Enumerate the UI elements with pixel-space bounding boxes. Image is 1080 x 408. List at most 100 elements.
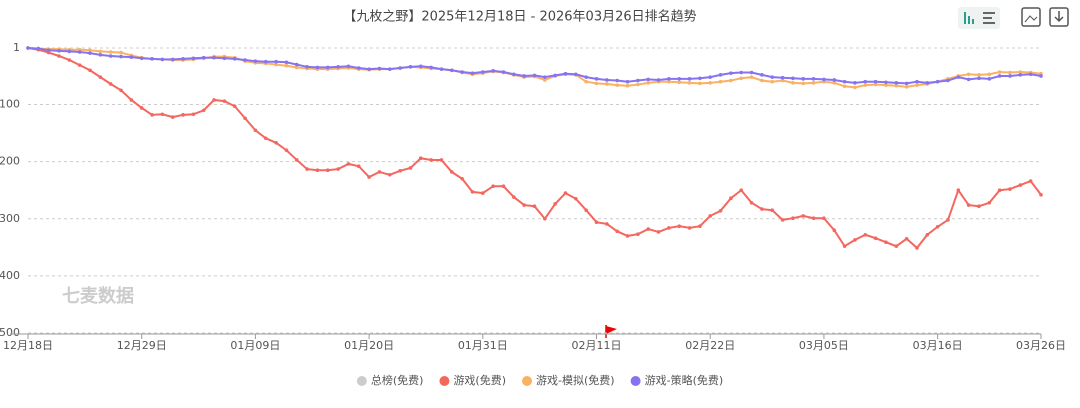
point	[181, 57, 185, 61]
point	[842, 244, 847, 248]
point	[418, 64, 423, 69]
point	[108, 82, 113, 86]
point	[274, 141, 278, 145]
point	[501, 70, 506, 74]
point	[605, 78, 609, 82]
point	[842, 79, 847, 84]
point	[615, 229, 619, 234]
legend-item[interactable]: 游戏(免费)	[439, 373, 506, 387]
point	[708, 75, 713, 79]
point	[780, 78, 785, 83]
x-tick-label: 01月31日	[458, 339, 508, 352]
point	[718, 79, 723, 84]
point	[925, 81, 930, 85]
chart-icon[interactable]	[964, 12, 974, 24]
watermark: 七麦数据	[62, 285, 134, 307]
point	[935, 79, 940, 84]
point	[625, 79, 630, 84]
point	[543, 75, 547, 79]
point	[160, 112, 165, 117]
point	[739, 76, 744, 81]
y-tick-label: 200	[0, 155, 20, 168]
point	[191, 112, 196, 117]
point	[263, 136, 268, 141]
point	[708, 81, 713, 85]
point	[129, 55, 134, 59]
point	[377, 170, 382, 174]
legend-label: 总榜(免费)	[371, 373, 424, 387]
point	[88, 48, 92, 53]
point	[139, 106, 144, 110]
point	[832, 228, 837, 232]
point	[997, 70, 1002, 74]
point	[832, 78, 837, 82]
point	[894, 244, 899, 248]
point	[770, 75, 775, 79]
point	[811, 216, 816, 221]
point	[884, 83, 888, 87]
flag	[605, 325, 617, 338]
point	[739, 188, 744, 193]
point	[594, 220, 599, 224]
point	[915, 246, 919, 250]
point	[873, 79, 878, 84]
point	[749, 70, 754, 75]
point	[667, 79, 671, 84]
point	[98, 75, 103, 79]
point	[398, 66, 402, 70]
legend-label: 游戏-策略(免费)	[645, 373, 724, 387]
point	[904, 81, 909, 86]
point	[1018, 70, 1023, 74]
point	[522, 74, 526, 78]
point	[387, 67, 392, 71]
image-icon[interactable]	[1021, 7, 1041, 27]
point	[791, 81, 795, 85]
point	[1008, 187, 1012, 191]
point	[57, 49, 61, 53]
point	[336, 65, 340, 69]
point	[1018, 73, 1023, 77]
point	[460, 176, 464, 181]
point	[460, 70, 464, 74]
point	[677, 80, 682, 85]
point	[977, 204, 981, 209]
point	[977, 73, 981, 77]
legend-item[interactable]: 游戏-策略(免费)	[630, 373, 724, 387]
point	[1039, 192, 1043, 197]
point	[894, 83, 899, 88]
point	[615, 83, 619, 87]
point	[377, 66, 382, 71]
download-icon[interactable]	[1049, 7, 1069, 27]
point	[470, 190, 475, 194]
point	[367, 175, 371, 179]
y-tick-label: 500	[0, 326, 20, 339]
point	[749, 75, 754, 79]
x-tick-label: 02月11日	[572, 339, 622, 352]
point	[119, 88, 123, 93]
point	[532, 204, 537, 209]
point	[181, 113, 185, 117]
point	[243, 116, 247, 121]
point	[491, 69, 495, 73]
point	[119, 54, 123, 59]
point	[398, 168, 402, 173]
legend-swatch	[356, 376, 367, 386]
toolbar	[958, 7, 1069, 29]
point	[677, 224, 682, 228]
legend-item[interactable]: 总榜(免费)	[356, 373, 424, 387]
point	[853, 85, 857, 90]
legend-swatch	[522, 376, 533, 386]
point	[987, 200, 992, 205]
point	[46, 48, 51, 53]
point	[305, 65, 309, 69]
point	[119, 50, 123, 55]
point	[108, 54, 113, 58]
legend-item[interactable]: 游戏-模拟(免费)	[522, 373, 615, 387]
point	[263, 59, 268, 64]
point	[1028, 72, 1033, 77]
point	[584, 79, 588, 84]
point	[997, 74, 1002, 78]
point	[553, 73, 557, 78]
list-icon[interactable]	[983, 12, 995, 24]
